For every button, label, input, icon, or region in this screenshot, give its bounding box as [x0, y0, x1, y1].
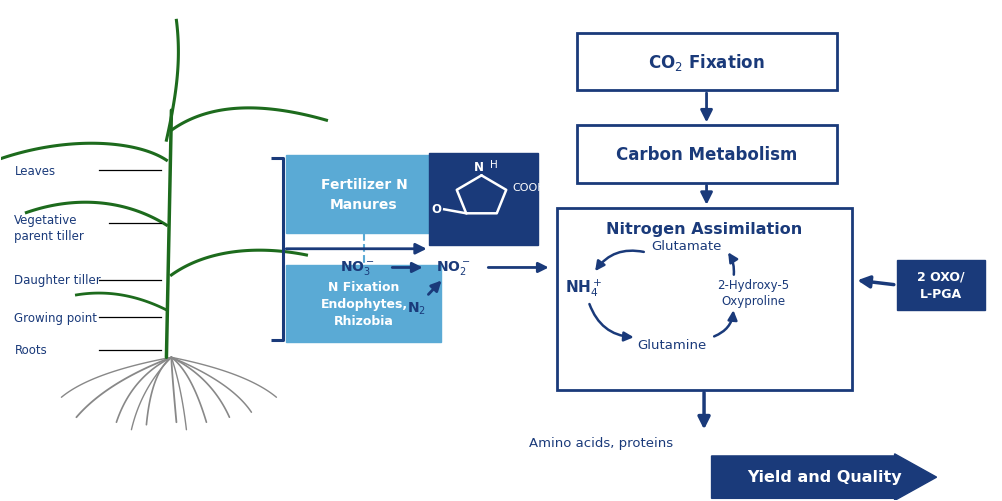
Text: N Fixation
Endophytes,
Rhizobia: N Fixation Endophytes, Rhizobia	[320, 281, 407, 328]
Text: Nitrogen Assimilation: Nitrogen Assimilation	[605, 221, 802, 236]
Text: Carbon Metabolism: Carbon Metabolism	[615, 146, 797, 163]
Text: O: O	[431, 202, 441, 215]
FancyBboxPatch shape	[287, 266, 441, 343]
Text: 2 OXO/
L-PGA: 2 OXO/ L-PGA	[916, 271, 964, 300]
Text: Growing point: Growing point	[14, 311, 97, 324]
Text: Yield and Quality: Yield and Quality	[746, 469, 901, 483]
Text: H: H	[489, 160, 497, 170]
Text: Amino acids, proteins: Amino acids, proteins	[529, 436, 673, 449]
FancyBboxPatch shape	[287, 156, 441, 233]
FancyArrow shape	[710, 454, 936, 500]
Text: N: N	[473, 161, 483, 174]
Text: CO$_2$ Fixation: CO$_2$ Fixation	[647, 52, 765, 73]
Text: Glutamine: Glutamine	[636, 339, 705, 352]
Text: Daughter tiller: Daughter tiller	[14, 274, 101, 287]
Text: 2-Hydroxy-5
Oxyproline: 2-Hydroxy-5 Oxyproline	[716, 279, 789, 307]
Text: Fertilizer N
Manures: Fertilizer N Manures	[321, 178, 407, 211]
FancyBboxPatch shape	[429, 153, 537, 245]
Text: N$_2$: N$_2$	[407, 300, 426, 316]
Text: NO$_2^-$: NO$_2^-$	[436, 259, 470, 277]
Text: NH$_4^+$: NH$_4^+$	[564, 277, 601, 299]
Text: NO$_3^-$: NO$_3^-$	[340, 259, 375, 277]
Text: COOH: COOH	[512, 182, 545, 192]
Text: Glutamate: Glutamate	[650, 239, 721, 252]
FancyBboxPatch shape	[896, 261, 984, 310]
Text: Vegetative
parent tiller: Vegetative parent tiller	[14, 213, 84, 242]
Text: Roots: Roots	[14, 344, 47, 357]
Text: Leaves: Leaves	[14, 164, 55, 177]
